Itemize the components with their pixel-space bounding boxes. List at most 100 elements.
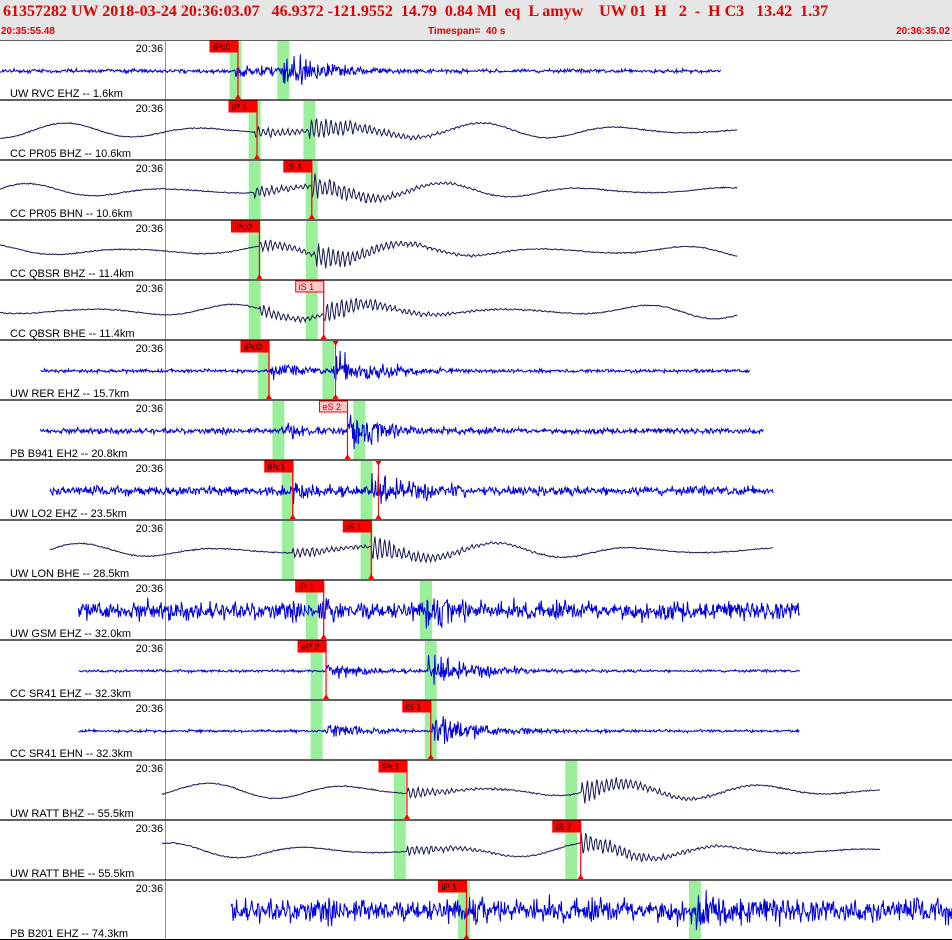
start-time: 20:35:55.48 [1,26,55,37]
timespan-label: Timespan= 40 s [428,26,506,37]
arrival-window [305,281,318,339]
pick-marker-bottom [235,94,241,99]
waveform [78,654,800,685]
arrival-window [565,821,578,879]
station-label: PB B941 EH2 -- 20.8km [10,448,127,460]
arrival-window [458,881,471,939]
pick-marker-bottom [320,634,327,639]
pick-marker-bottom [308,214,315,219]
trace-row: 20:36 iPc0 CC QBSR BHZ -- 11.4km [0,219,952,280]
time-tick-label: 20:36 [136,463,164,475]
pick-box [295,580,325,593]
pick-label: iP 1 [441,882,456,892]
waveform [161,777,880,804]
station-label: CC QBSR BHE -- 11.4km [10,328,135,340]
trace-row: 20:36 iS 2 UW RATT BHE -- 55.5km [0,819,952,880]
time-tick-label: 20:36 [136,883,164,895]
arrival-window [322,341,335,399]
pick-label: iPc1 [382,762,400,772]
trace-row: 20:36 eP 2 CC SR41 EHZ -- 32.3km [0,639,952,700]
pick-label: iPc0 [213,42,231,52]
pick-marker-bottom [427,754,434,759]
pick-marker-bottom [463,934,470,939]
arrival-window [310,641,323,699]
pick-label: iS 1 [287,162,303,172]
header-bar: 61357282 UW 2018-03-24 20:36:03.07 46.93… [0,0,952,40]
arrival-window [248,161,261,219]
arrival-window [258,341,271,399]
arrival-window [281,521,294,579]
pick-label: iPc1 [268,462,286,472]
arrival-window [393,761,406,819]
waveform [78,715,800,745]
pick-box [342,520,372,533]
arrival-window [393,821,406,879]
arrival-window [305,221,318,279]
pick-box [295,280,325,293]
time-tick-label: 20:36 [136,283,164,295]
pick-marker-bottom [332,394,339,399]
pick-marker-bottom [403,814,410,819]
trace-row: 20:36 iP 1 UW GSM EHZ -- 32.0km [0,579,952,640]
station-label: CC SR41 EHN -- 32.3km [10,748,132,760]
trace-row: 20:36 iS 1 CC SR41 EHN -- 32.3km [0,699,952,760]
arrival-window [310,701,323,759]
pick-box [283,160,313,173]
pick-marker-bottom [323,694,330,699]
time-tick-label: 20:36 [136,763,164,775]
trace-row: 20:36 iP 1 PB B201 EHZ -- 74.3km [0,879,952,940]
station-label: CC PR05 BHZ -- 10.6km [10,148,131,160]
trace-row: 20:36 iS 1 UW LON BHE -- 28.5km [0,519,952,580]
time-tick-label: 20:36 [136,403,164,415]
trace-row: 20:36 iPc0 UW RVC EHZ -- 1.6km [0,40,952,100]
time-tick-label: 20:36 [136,103,164,115]
pick-marker-top [332,341,339,346]
pick-box [228,100,258,113]
pick-box [209,40,239,53]
station-label: CC QBSR BHZ -- 11.4km [10,268,134,280]
waveform [0,118,738,141]
arrival-window [360,521,373,579]
station-label: UW RER EHZ -- 15.7km [10,388,129,400]
pick-box [297,640,327,653]
arrival-window [360,461,373,519]
station-label: PB B201 EHZ -- 74.3km [10,928,128,940]
event-title: 61357282 UW 2018-03-24 20:36:03.07 46.93… [3,3,829,20]
pick-label: iS 1 [346,522,362,532]
pick-label: iS 1 [299,282,315,292]
station-label: UW GSM EHZ -- 32.0km [10,628,131,640]
waveform [78,597,800,629]
end-time: 20:36:35.02 [896,26,950,37]
waveform [161,832,881,863]
waveform [40,350,751,381]
trace-row: 20:36 iPd0 UW RER EHZ -- 15.7km [0,339,952,400]
trace-row: 20:36 iP 1 CC PR05 BHZ -- 10.6km [0,99,952,160]
pick-box [378,760,408,773]
station-label: UW LON BHE -- 28.5km [10,568,129,580]
time-tick-label: 20:36 [136,823,164,835]
pick-marker-bottom [254,154,261,159]
pick-marker-bottom [289,514,296,519]
time-tick-label: 20:36 [136,43,164,55]
waveform [0,239,738,269]
pick-label: eS 2 [322,402,341,412]
time-tick-label: 20:36 [136,643,164,655]
pick-marker-top [375,461,382,466]
station-label: UW RATT BHZ -- 55.5km [10,808,134,820]
pick-marker-bottom [375,514,382,519]
arrival-window [248,281,261,339]
pick-marker-bottom [368,574,375,579]
pick-box [318,400,348,413]
waveform [40,414,764,449]
trace-row: 20:36 iPc1 UW LO2 EHZ -- 23.5km [0,459,952,520]
pick-label: iS 1 [406,702,422,712]
pick-label: iP 1 [299,582,314,592]
pick-box [402,700,432,713]
arrival-window [272,401,285,459]
pick-label: iP 1 [232,102,247,112]
pick-marker-bottom [256,274,263,279]
pick-box [230,220,260,233]
trace-row: 20:36 eS 2 PB B941 EH2 -- 20.8km [0,399,952,460]
pick-marker-bottom [577,874,584,879]
arrival-window [281,461,294,519]
